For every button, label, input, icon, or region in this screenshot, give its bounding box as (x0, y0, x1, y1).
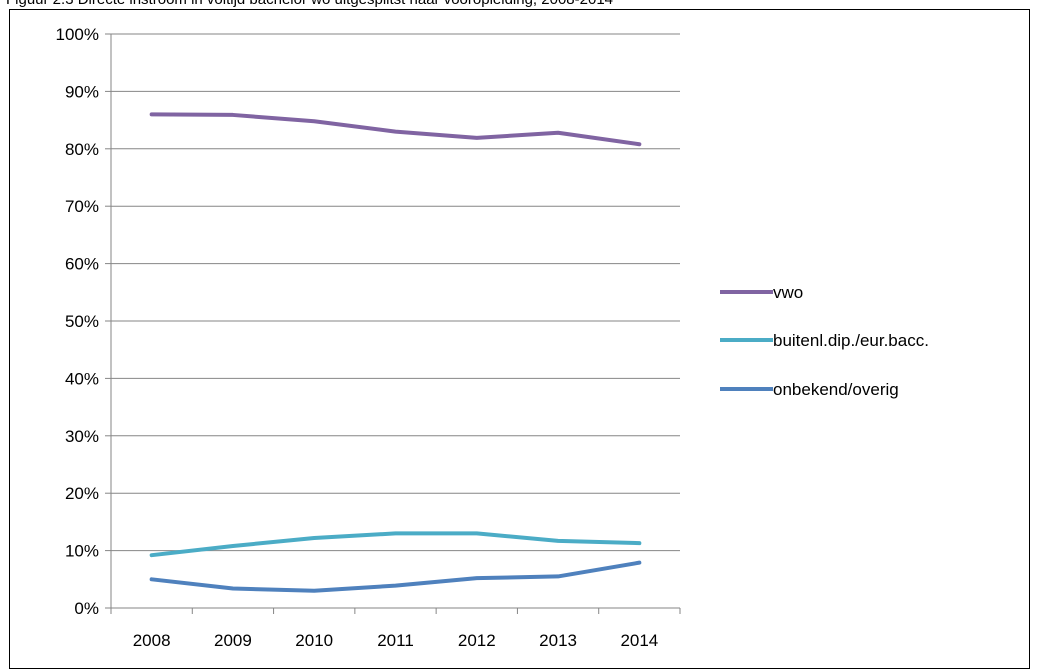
x-tick-label: 2014 (620, 631, 658, 650)
legend: vwo buitenl.dip./eur.bacc. onbekend/overig (720, 283, 929, 399)
y-tick-label: 90% (65, 82, 99, 101)
legend-label: buitenl.dip./eur.bacc. (773, 331, 929, 350)
series-line-2 (152, 563, 640, 591)
x-tick-label: 2012 (458, 631, 496, 650)
x-tick-label: 2010 (295, 631, 333, 650)
y-tick-label: 100% (56, 25, 99, 44)
legend-label: vwo (773, 283, 803, 302)
x-tick-label: 2008 (133, 631, 171, 650)
y-tick-label: 50% (65, 312, 99, 331)
series-lines (152, 114, 640, 590)
y-tick-label: 60% (65, 255, 99, 274)
y-tick-label: 40% (65, 369, 99, 388)
x-tick-label: 2011 (377, 631, 414, 650)
y-tick-label: 70% (65, 197, 99, 216)
y-tick-label: 80% (65, 140, 99, 159)
series-line-0 (152, 114, 640, 144)
gridlines (111, 34, 680, 551)
y-tick-label: 10% (65, 542, 99, 561)
x-tick-labels: 2008 2009 2010 2011 2012 2013 2014 (133, 631, 659, 650)
y-tick-label: 30% (65, 427, 99, 446)
x-tick-label: 2009 (214, 631, 252, 650)
series-line-1 (152, 533, 640, 555)
legend-label: onbekend/overig (773, 380, 899, 399)
axes (105, 34, 680, 614)
y-tick-label: 0% (74, 599, 99, 618)
y-tick-labels: 0% 10% 20% 30% 40% 50% 60% 70% 80% 90% 100% (56, 25, 99, 618)
y-tick-label: 20% (65, 484, 99, 503)
x-tick-label: 2013 (539, 631, 577, 650)
